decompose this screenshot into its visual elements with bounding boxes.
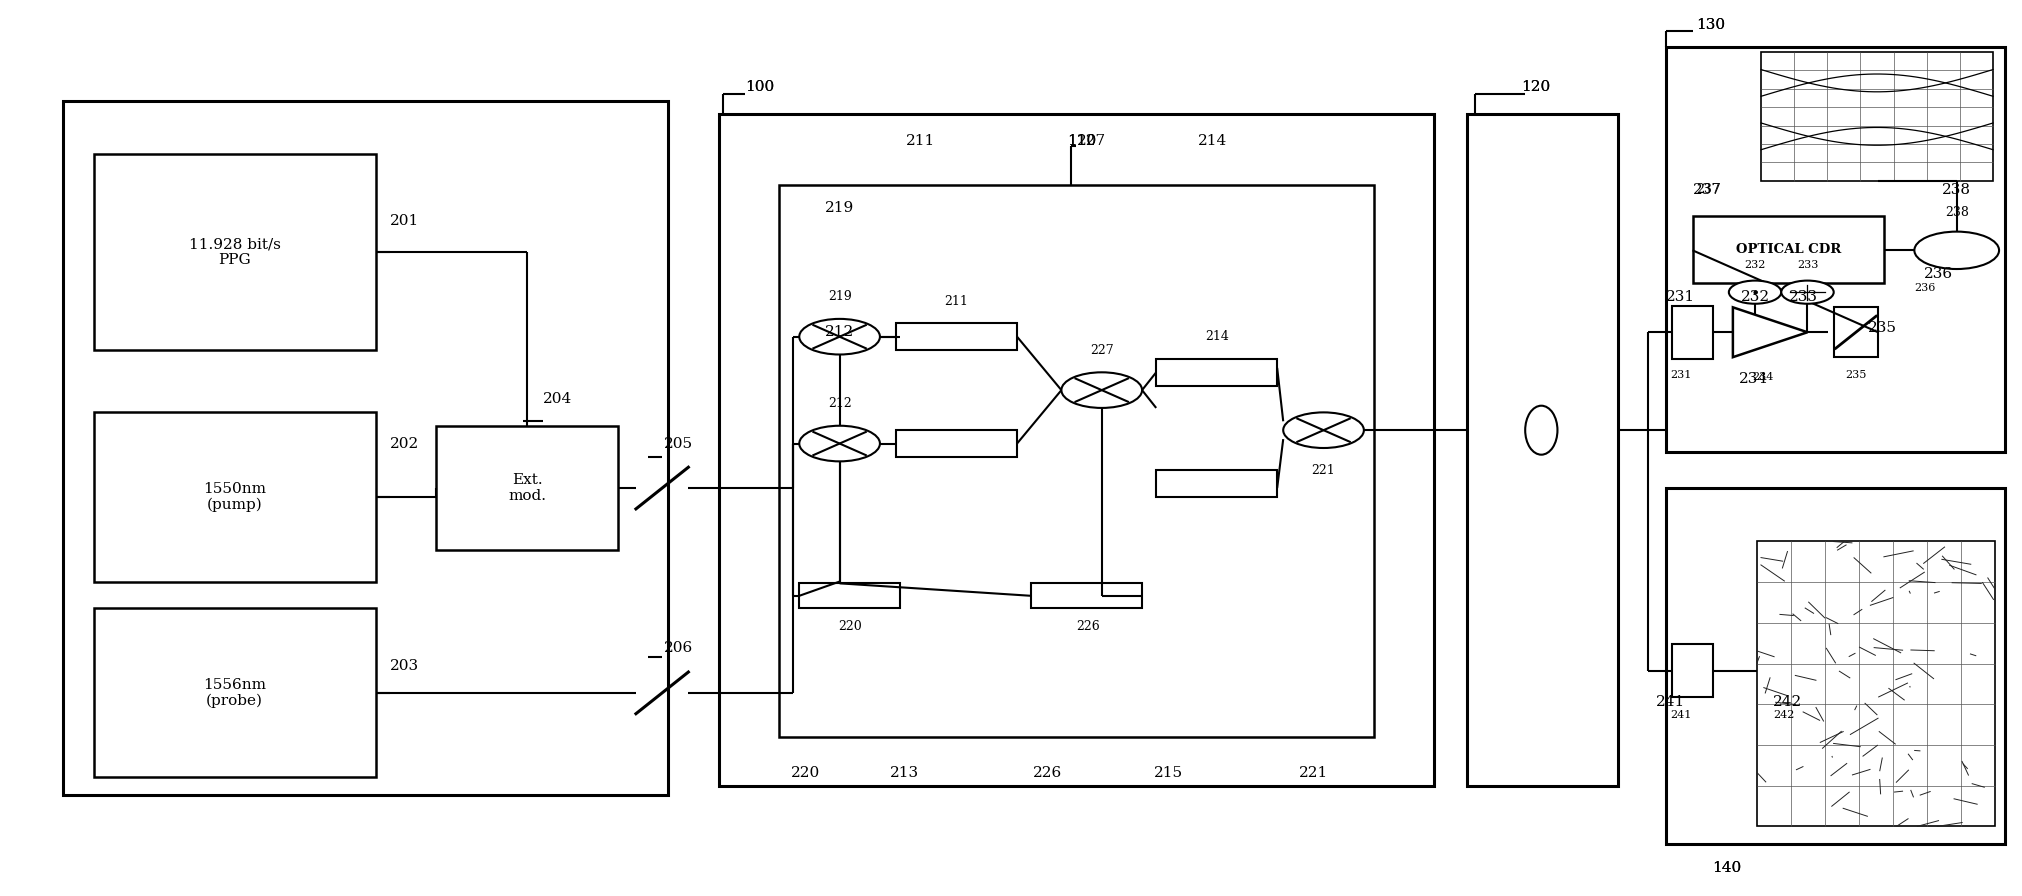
- Polygon shape: [1733, 307, 1808, 358]
- Circle shape: [1781, 280, 1834, 304]
- Text: 234: 234: [1753, 372, 1773, 382]
- Text: 215: 215: [1155, 766, 1183, 780]
- Text: 231: 231: [1670, 370, 1690, 380]
- Text: 227: 227: [1078, 134, 1106, 148]
- Text: 220: 220: [791, 766, 821, 780]
- Text: 140: 140: [1713, 861, 1741, 875]
- Bar: [63, 100, 667, 796]
- Text: 226: 226: [1076, 620, 1100, 633]
- Circle shape: [1729, 280, 1781, 304]
- Text: 242: 242: [1773, 694, 1802, 709]
- Text: OPTICAL CDR: OPTICAL CDR: [1735, 244, 1840, 256]
- Text: 236: 236: [1925, 267, 1953, 281]
- Circle shape: [799, 319, 880, 355]
- Bar: [93, 608, 376, 778]
- Text: 205: 205: [663, 436, 694, 451]
- Text: 214: 214: [1205, 331, 1229, 343]
- Text: 233: 233: [1798, 261, 1818, 271]
- Bar: [93, 154, 376, 350]
- Text: 233: 233: [1789, 289, 1818, 304]
- Text: 120: 120: [1521, 81, 1551, 94]
- Circle shape: [799, 426, 880, 461]
- Text: 130: 130: [1696, 18, 1725, 32]
- Text: 211: 211: [944, 295, 969, 307]
- Text: 213: 213: [890, 766, 918, 780]
- Text: 241: 241: [1656, 694, 1684, 709]
- Bar: [1031, 583, 1142, 608]
- Bar: [1692, 217, 1885, 283]
- Text: 201: 201: [390, 214, 419, 228]
- Text: 221: 221: [1312, 464, 1335, 477]
- Text: 212: 212: [825, 325, 853, 340]
- Text: 204: 204: [544, 392, 572, 406]
- Text: 203: 203: [390, 659, 419, 673]
- Text: 211: 211: [906, 134, 934, 148]
- Text: 238: 238: [1943, 183, 1971, 197]
- Text: 242: 242: [1773, 711, 1796, 720]
- Bar: [93, 412, 376, 582]
- Bar: [1761, 52, 1994, 181]
- Text: 237: 237: [1696, 184, 1721, 196]
- Bar: [437, 426, 619, 550]
- Bar: [778, 185, 1375, 737]
- Text: 202: 202: [390, 436, 419, 451]
- Circle shape: [1062, 373, 1142, 408]
- Text: 219: 219: [825, 201, 853, 214]
- Text: 1550nm
(pump): 1550nm (pump): [202, 482, 267, 513]
- Text: 235: 235: [1868, 321, 1897, 335]
- Text: 227: 227: [1090, 343, 1114, 357]
- Text: 120: 120: [1521, 81, 1551, 94]
- Text: 130: 130: [1696, 18, 1725, 32]
- Text: Ext.
mod.: Ext. mod.: [508, 473, 546, 504]
- Text: 140: 140: [1713, 861, 1741, 875]
- Circle shape: [1915, 232, 2000, 269]
- Text: 232: 232: [1745, 261, 1765, 271]
- Bar: [896, 430, 1017, 457]
- Bar: [718, 114, 1434, 787]
- Bar: [1666, 47, 2006, 452]
- Text: 206: 206: [663, 642, 694, 655]
- Text: 226: 226: [1033, 766, 1062, 780]
- Text: 241: 241: [1670, 711, 1690, 720]
- Text: 238: 238: [1945, 205, 1969, 219]
- Bar: [1672, 644, 1713, 697]
- Text: 1556nm
(probe): 1556nm (probe): [202, 677, 267, 708]
- Text: 11.928 bit/s
PPG: 11.928 bit/s PPG: [188, 237, 281, 267]
- Text: 232: 232: [1741, 289, 1769, 304]
- Text: 110: 110: [1068, 134, 1096, 148]
- Text: 100: 100: [744, 81, 774, 94]
- Bar: [1157, 470, 1278, 497]
- Text: 100: 100: [744, 81, 774, 94]
- Text: 219: 219: [827, 290, 851, 303]
- Bar: [1466, 114, 1618, 787]
- Text: 214: 214: [1197, 134, 1227, 148]
- Text: 231: 231: [1666, 289, 1694, 304]
- Text: 236: 236: [1913, 283, 1935, 293]
- Bar: [1157, 359, 1278, 385]
- Bar: [896, 323, 1017, 350]
- Text: 235: 235: [1846, 370, 1866, 380]
- Bar: [1757, 541, 1996, 826]
- Ellipse shape: [1525, 406, 1557, 454]
- Text: 110: 110: [1068, 134, 1096, 148]
- Bar: [1834, 307, 1878, 358]
- Circle shape: [1284, 412, 1365, 448]
- Text: 220: 220: [837, 620, 861, 633]
- Bar: [799, 583, 900, 608]
- Text: 221: 221: [1298, 766, 1328, 780]
- Text: 234: 234: [1739, 372, 1767, 385]
- Bar: [1672, 306, 1713, 359]
- Text: 212: 212: [827, 397, 851, 410]
- Bar: [1666, 488, 2006, 844]
- Text: 237: 237: [1692, 183, 1721, 197]
